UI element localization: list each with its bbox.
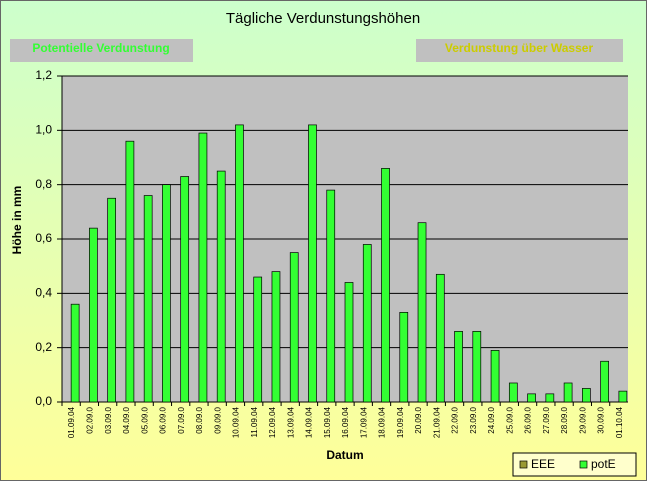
bar [527, 393, 536, 403]
x-tick-label: 24.09.0 [487, 406, 496, 433]
bar [454, 331, 463, 403]
button-label[interactable]: Potentielle Verdunstung [32, 41, 169, 55]
bar [472, 331, 482, 403]
x-tick-label: 14.09.04 [305, 406, 314, 438]
bar [362, 244, 372, 403]
y-tick-label: 0,8 [35, 177, 52, 191]
x-tick-label: 06.09.0 [159, 406, 168, 433]
bar [308, 124, 317, 403]
x-tick-label: 23.09.0 [469, 406, 478, 433]
bar [216, 170, 226, 403]
x-tick-label: 25.09.0 [505, 406, 514, 433]
bar [125, 140, 135, 403]
bar [253, 276, 263, 403]
bar [618, 390, 628, 403]
bar [582, 388, 591, 403]
x-tick-label: 04.09.0 [122, 406, 131, 433]
x-tick-label: 02.09.0 [85, 406, 94, 433]
x-tick-label: 30.09.0 [597, 406, 606, 433]
x-tick-label: 12.09.04 [268, 406, 277, 438]
legend [512, 452, 637, 477]
x-tick-label: 07.09.0 [177, 406, 186, 433]
bar [563, 382, 573, 403]
x-tick-label: 27.09.0 [542, 406, 551, 433]
x-tick-label: 08.09.0 [195, 406, 204, 433]
bar [508, 382, 518, 403]
bar [180, 176, 190, 403]
bar [235, 124, 244, 403]
bar [70, 303, 80, 403]
x-tick-label: 18.09.04 [378, 406, 387, 438]
bar [162, 184, 171, 403]
bar [271, 271, 281, 403]
legend-swatch [579, 460, 588, 469]
x-tick-label: 19.09.04 [396, 406, 405, 438]
x-tick-label: 26.09.0 [524, 406, 533, 433]
bar [107, 197, 116, 403]
x-tick-label: 01.09.04 [67, 406, 76, 438]
bar [435, 273, 445, 403]
y-tick-label: 0,0 [35, 394, 52, 408]
bar [417, 222, 427, 403]
x-tick-label: 11.09.04 [250, 406, 259, 437]
x-tick-label: 10.09.04 [232, 406, 241, 438]
legend-label: potE [591, 457, 616, 471]
y-tick-label: 1,2 [35, 68, 52, 82]
y-tick-label: 0,6 [35, 231, 52, 245]
bar [600, 360, 609, 403]
y-tick-label: 1,0 [35, 123, 52, 137]
bar [143, 195, 153, 403]
x-tick-label: 20.09.0 [414, 406, 423, 433]
chart-title: Tägliche Verdunstungshöhen [226, 10, 420, 27]
button[interactable] [416, 39, 623, 62]
x-tick-label: 17.09.04 [359, 406, 368, 438]
legend-label: EEE [531, 457, 555, 471]
y-tick-label: 0,4 [35, 286, 52, 300]
x-axis-label: Datum [326, 448, 363, 462]
bar [89, 227, 98, 403]
y-tick-label: 0,2 [35, 340, 52, 354]
bar [381, 168, 390, 403]
bar [289, 252, 299, 403]
x-tick-label: 22.09.0 [451, 406, 460, 433]
bar [198, 132, 208, 403]
x-tick-label: 15.09.04 [323, 406, 332, 438]
x-tick-label: 05.09.0 [140, 406, 149, 433]
x-tick-label: 28.09.0 [560, 406, 569, 433]
button[interactable] [10, 39, 193, 62]
bar [399, 312, 409, 403]
x-tick-label: 01.10.04 [615, 406, 624, 438]
y-axis-label: Höhe in mm [10, 186, 24, 255]
x-tick-label: 09.09.0 [213, 406, 222, 433]
bar [326, 189, 336, 403]
x-tick-label: 13.09.04 [286, 406, 295, 438]
button-label[interactable]: Verdunstung über Wasser [445, 41, 594, 55]
bar [545, 393, 555, 403]
bar [344, 282, 354, 403]
x-tick-label: 21.09.04 [432, 406, 441, 438]
bar [490, 350, 500, 403]
x-tick-label: 03.09.0 [104, 406, 113, 433]
x-tick-label: 16.09.04 [341, 406, 350, 438]
x-tick-label: 29.09.0 [578, 406, 587, 433]
legend-swatch [519, 460, 528, 469]
